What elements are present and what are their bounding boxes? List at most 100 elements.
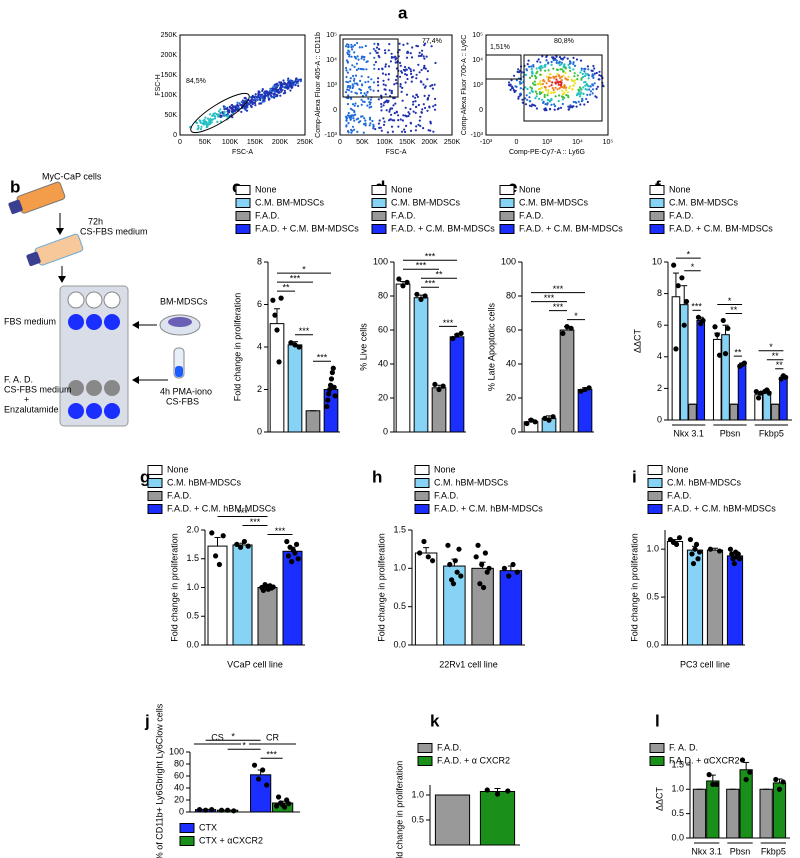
event-dot: [364, 44, 367, 48]
event-dot: [534, 97, 537, 100]
data-point: [486, 565, 492, 571]
data-point: [716, 352, 723, 358]
event-dot: [432, 105, 435, 108]
event-dot: [375, 46, 379, 49]
y-tick-label: 20: [174, 794, 184, 804]
well: [86, 403, 102, 419]
event-dot: [404, 130, 407, 134]
x-tick-label: 50K: [199, 139, 212, 146]
data-point: [743, 776, 749, 783]
event-dot: [226, 112, 230, 115]
data-point: [477, 581, 483, 587]
data-point: [445, 542, 451, 548]
event-dot: [373, 56, 376, 59]
event-dot: [588, 88, 591, 91]
data-point: [260, 767, 266, 773]
event-dot: [383, 120, 386, 123]
event-dot: [368, 101, 371, 104]
event-dot: [558, 56, 562, 59]
event-dot: [431, 84, 434, 87]
y-tick-label: 1.0: [393, 563, 406, 573]
legend-label: C.M. hBM-MDSCs: [434, 477, 508, 487]
event-dot: [259, 98, 262, 102]
data-point: [473, 554, 479, 560]
x-axis-label: Comp-PE-Cy7-A :: Ly6G: [509, 149, 585, 156]
event-dot: [530, 71, 534, 74]
y-axis-label: Fold change in proliferation: [629, 533, 639, 642]
event-dot: [350, 55, 353, 58]
event-dot: [571, 87, 574, 91]
event-dot: [534, 90, 538, 93]
tube-liquid: [175, 366, 183, 377]
event-dot: [550, 98, 553, 102]
data-point: [542, 415, 548, 421]
event-dot: [573, 72, 576, 75]
legend-label: C.M. hBM-MDSCs: [667, 477, 741, 487]
event-dot: [372, 123, 375, 126]
event-dot: [568, 66, 571, 69]
legend-label: None: [391, 184, 413, 194]
event-dot: [352, 79, 356, 82]
event-dot: [360, 57, 363, 60]
event-dot: [279, 94, 282, 97]
data-point: [278, 295, 284, 301]
event-dot: [552, 67, 555, 70]
event-dot: [547, 79, 550, 82]
event-dot: [349, 107, 352, 110]
data-point: [292, 550, 298, 556]
event-dot: [589, 85, 592, 88]
event-dot: [377, 89, 380, 92]
event-dot: [517, 95, 520, 98]
dish-cells: [168, 317, 192, 327]
y-tick-label: 40: [378, 358, 388, 368]
sig-label: *: [242, 741, 246, 751]
event-dot: [372, 47, 375, 51]
y-tick-label: 100: [373, 256, 388, 266]
legend-swatch: [649, 185, 665, 195]
event-dot: [409, 129, 413, 132]
event-dot: [215, 113, 218, 116]
data-point: [216, 561, 222, 568]
legend-label: None: [255, 184, 277, 194]
event-dot: [409, 121, 412, 124]
event-dot: [399, 118, 402, 121]
event-dot: [405, 56, 409, 59]
legend-swatch: [371, 224, 387, 234]
event-dot: [355, 92, 358, 95]
event-dot: [357, 67, 360, 70]
sig-label: ***: [425, 279, 436, 289]
legend-label: None: [434, 464, 456, 474]
event-dot: [372, 89, 375, 92]
gate-label: 77,4%: [422, 38, 442, 45]
event-dot: [419, 124, 422, 128]
data-point: [695, 314, 702, 320]
event-dot: [384, 65, 387, 68]
event-dot: [527, 59, 530, 62]
y-axis-label: Fold change in proliferation: [376, 533, 386, 642]
event-dot: [550, 91, 553, 94]
legend-label: None: [519, 184, 541, 194]
event-dot: [424, 106, 427, 110]
bar: [559, 329, 575, 433]
sig-label: *: [769, 342, 773, 352]
event-dot: [345, 119, 348, 122]
event-dot: [559, 106, 563, 109]
event-dot: [566, 91, 570, 94]
event-dot: [565, 93, 568, 97]
event-dot: [550, 103, 553, 106]
arrow-head: [132, 376, 139, 384]
event-dot: [372, 125, 375, 128]
event-dot: [393, 83, 396, 86]
event-dot: [252, 99, 255, 102]
event-dot: [263, 92, 266, 95]
event-dot: [366, 90, 369, 94]
y-axis-label: Fold change in proliferation: [394, 761, 404, 858]
y-tick-label: 250K: [161, 32, 178, 39]
y-tick-label: 10⁵: [472, 32, 483, 39]
legend-label: F.A.D.: [669, 210, 694, 220]
event-dot: [582, 75, 585, 79]
data-point: [673, 541, 680, 547]
y-tick-label: 10³: [327, 82, 338, 89]
diagram-label: +: [24, 394, 29, 404]
wells: [67, 291, 121, 419]
